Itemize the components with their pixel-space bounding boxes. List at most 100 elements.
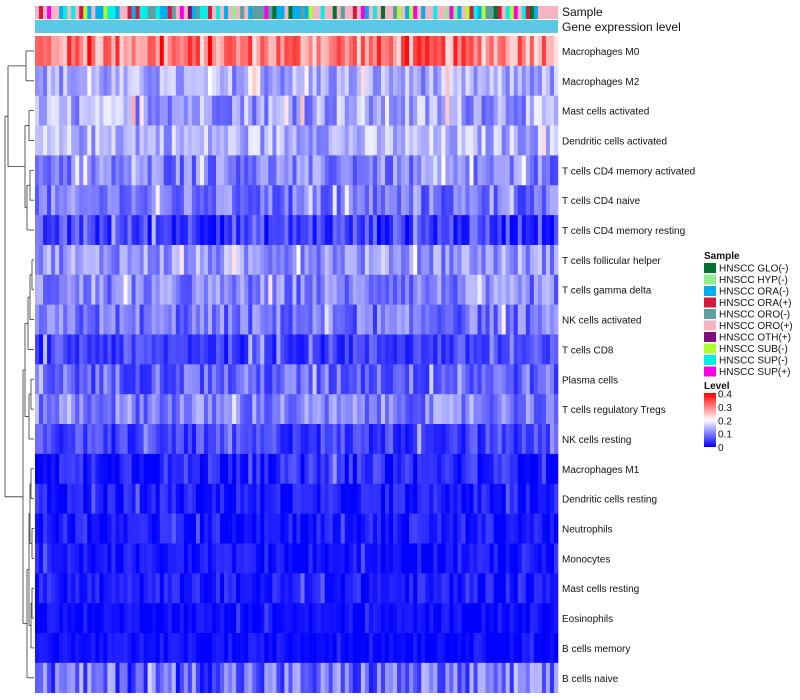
heatmap-cell bbox=[63, 304, 68, 335]
heatmap-cell bbox=[139, 125, 144, 156]
heatmap-cell bbox=[39, 543, 44, 574]
heatmap-cell bbox=[123, 215, 128, 246]
heatmap-cell bbox=[292, 95, 297, 126]
heatmap-cell bbox=[43, 453, 48, 485]
heatmap-cell bbox=[445, 65, 450, 96]
heatmap-cell bbox=[284, 603, 289, 634]
heatmap-cell bbox=[513, 304, 519, 335]
heatmap-cell bbox=[35, 274, 40, 305]
heatmap-cell bbox=[203, 662, 209, 693]
heatmap-cell bbox=[252, 453, 257, 485]
heatmap-cell bbox=[517, 394, 523, 425]
heatmap-cell bbox=[260, 95, 265, 126]
heatmap-cell bbox=[260, 633, 265, 664]
sample-track-cell bbox=[549, 6, 555, 19]
heatmap-cell bbox=[497, 155, 502, 186]
heatmap-cell bbox=[372, 633, 378, 664]
heatmap-cell bbox=[115, 364, 120, 395]
heatmap-cell bbox=[179, 215, 185, 246]
heatmap-cell bbox=[203, 65, 209, 96]
heatmap-cell bbox=[521, 483, 527, 514]
heatmap-cell bbox=[489, 95, 494, 126]
heatmap-cell bbox=[107, 424, 112, 455]
heatmap-cell bbox=[300, 274, 305, 305]
heatmap-cell bbox=[541, 334, 547, 365]
heatmap-cell bbox=[393, 334, 398, 365]
heatmap-cell bbox=[288, 304, 293, 335]
heatmap-cell bbox=[433, 36, 438, 67]
heatmap-cell bbox=[75, 453, 80, 485]
heatmap-cell bbox=[513, 573, 519, 604]
heatmap-cell bbox=[344, 65, 350, 96]
heatmap-cell bbox=[437, 483, 442, 514]
heatmap-cell bbox=[525, 155, 531, 186]
heatmap-cell bbox=[228, 453, 233, 485]
sample-track-cell bbox=[195, 6, 201, 19]
heatmap-cell bbox=[445, 394, 450, 425]
sample-track-cell bbox=[135, 6, 140, 19]
heatmap-cell bbox=[429, 453, 434, 485]
heatmap-cell bbox=[280, 244, 285, 276]
heatmap-cell bbox=[191, 36, 197, 67]
legend-label: HNSCC ORO(+) bbox=[719, 321, 793, 332]
heatmap-cell bbox=[385, 95, 390, 126]
heatmap-cell bbox=[545, 36, 551, 67]
heatmap-cell bbox=[171, 36, 177, 67]
heatmap-cell bbox=[465, 304, 470, 335]
heatmap-cell bbox=[497, 274, 502, 305]
heatmap-cell bbox=[51, 633, 56, 664]
heatmap-cell bbox=[99, 543, 104, 574]
sample-track-cell bbox=[139, 6, 144, 19]
heatmap-cell bbox=[372, 304, 378, 335]
heatmap-cell bbox=[115, 215, 120, 246]
heatmap-cell bbox=[397, 125, 402, 156]
heatmap-cell bbox=[296, 244, 301, 276]
heatmap-cell bbox=[35, 424, 40, 455]
heatmap-cell bbox=[232, 304, 237, 335]
heatmap-cell bbox=[481, 573, 486, 604]
heatmap-cell bbox=[167, 364, 173, 395]
heatmap-cell bbox=[409, 95, 414, 126]
heatmap-cell bbox=[288, 334, 293, 365]
heatmap-cell bbox=[155, 185, 161, 216]
heatmap-cell bbox=[489, 424, 494, 455]
heatmap-cell bbox=[296, 65, 301, 96]
heatmap-cell bbox=[409, 125, 414, 156]
heatmap-cell bbox=[264, 394, 269, 425]
heatmap-cell bbox=[55, 304, 60, 335]
heatmap-cell bbox=[340, 125, 346, 156]
heatmap-cell bbox=[187, 244, 193, 276]
heatmap-cell bbox=[252, 394, 257, 425]
heatmap-cell bbox=[332, 453, 338, 485]
heatmap-cell bbox=[135, 65, 140, 96]
heatmap-cell bbox=[67, 453, 72, 485]
heatmap-cell bbox=[212, 304, 217, 335]
heatmap-cell bbox=[123, 603, 128, 634]
heatmap-cell bbox=[441, 95, 446, 126]
heatmap-cell bbox=[175, 125, 181, 156]
heatmap-cell bbox=[501, 453, 506, 485]
heatmap-cell bbox=[55, 573, 60, 604]
heatmap-cell bbox=[264, 573, 269, 604]
heatmap-cell bbox=[147, 573, 152, 604]
heatmap-cell bbox=[505, 513, 511, 544]
heatmap-cell bbox=[127, 573, 132, 604]
heatmap-cell bbox=[35, 304, 40, 335]
heatmap-cell bbox=[340, 603, 346, 634]
heatmap-cell bbox=[175, 274, 181, 305]
heatmap-cell bbox=[195, 125, 201, 156]
heatmap-cell bbox=[372, 95, 378, 126]
heatmap-cell bbox=[324, 453, 329, 485]
heatmap-cell bbox=[445, 185, 450, 216]
heatmap-cell bbox=[212, 633, 217, 664]
heatmap-cell bbox=[51, 513, 56, 544]
heatmap-cell bbox=[441, 633, 446, 664]
heatmap-cell bbox=[316, 483, 321, 514]
heatmap-cell bbox=[453, 244, 458, 276]
heatmap-cell bbox=[465, 453, 470, 485]
heatmap-cell bbox=[212, 453, 217, 485]
heatmap-cell bbox=[300, 334, 305, 365]
heatmap-cell bbox=[425, 424, 430, 455]
heatmap-cell bbox=[393, 603, 398, 634]
heatmap-cell bbox=[83, 394, 88, 425]
